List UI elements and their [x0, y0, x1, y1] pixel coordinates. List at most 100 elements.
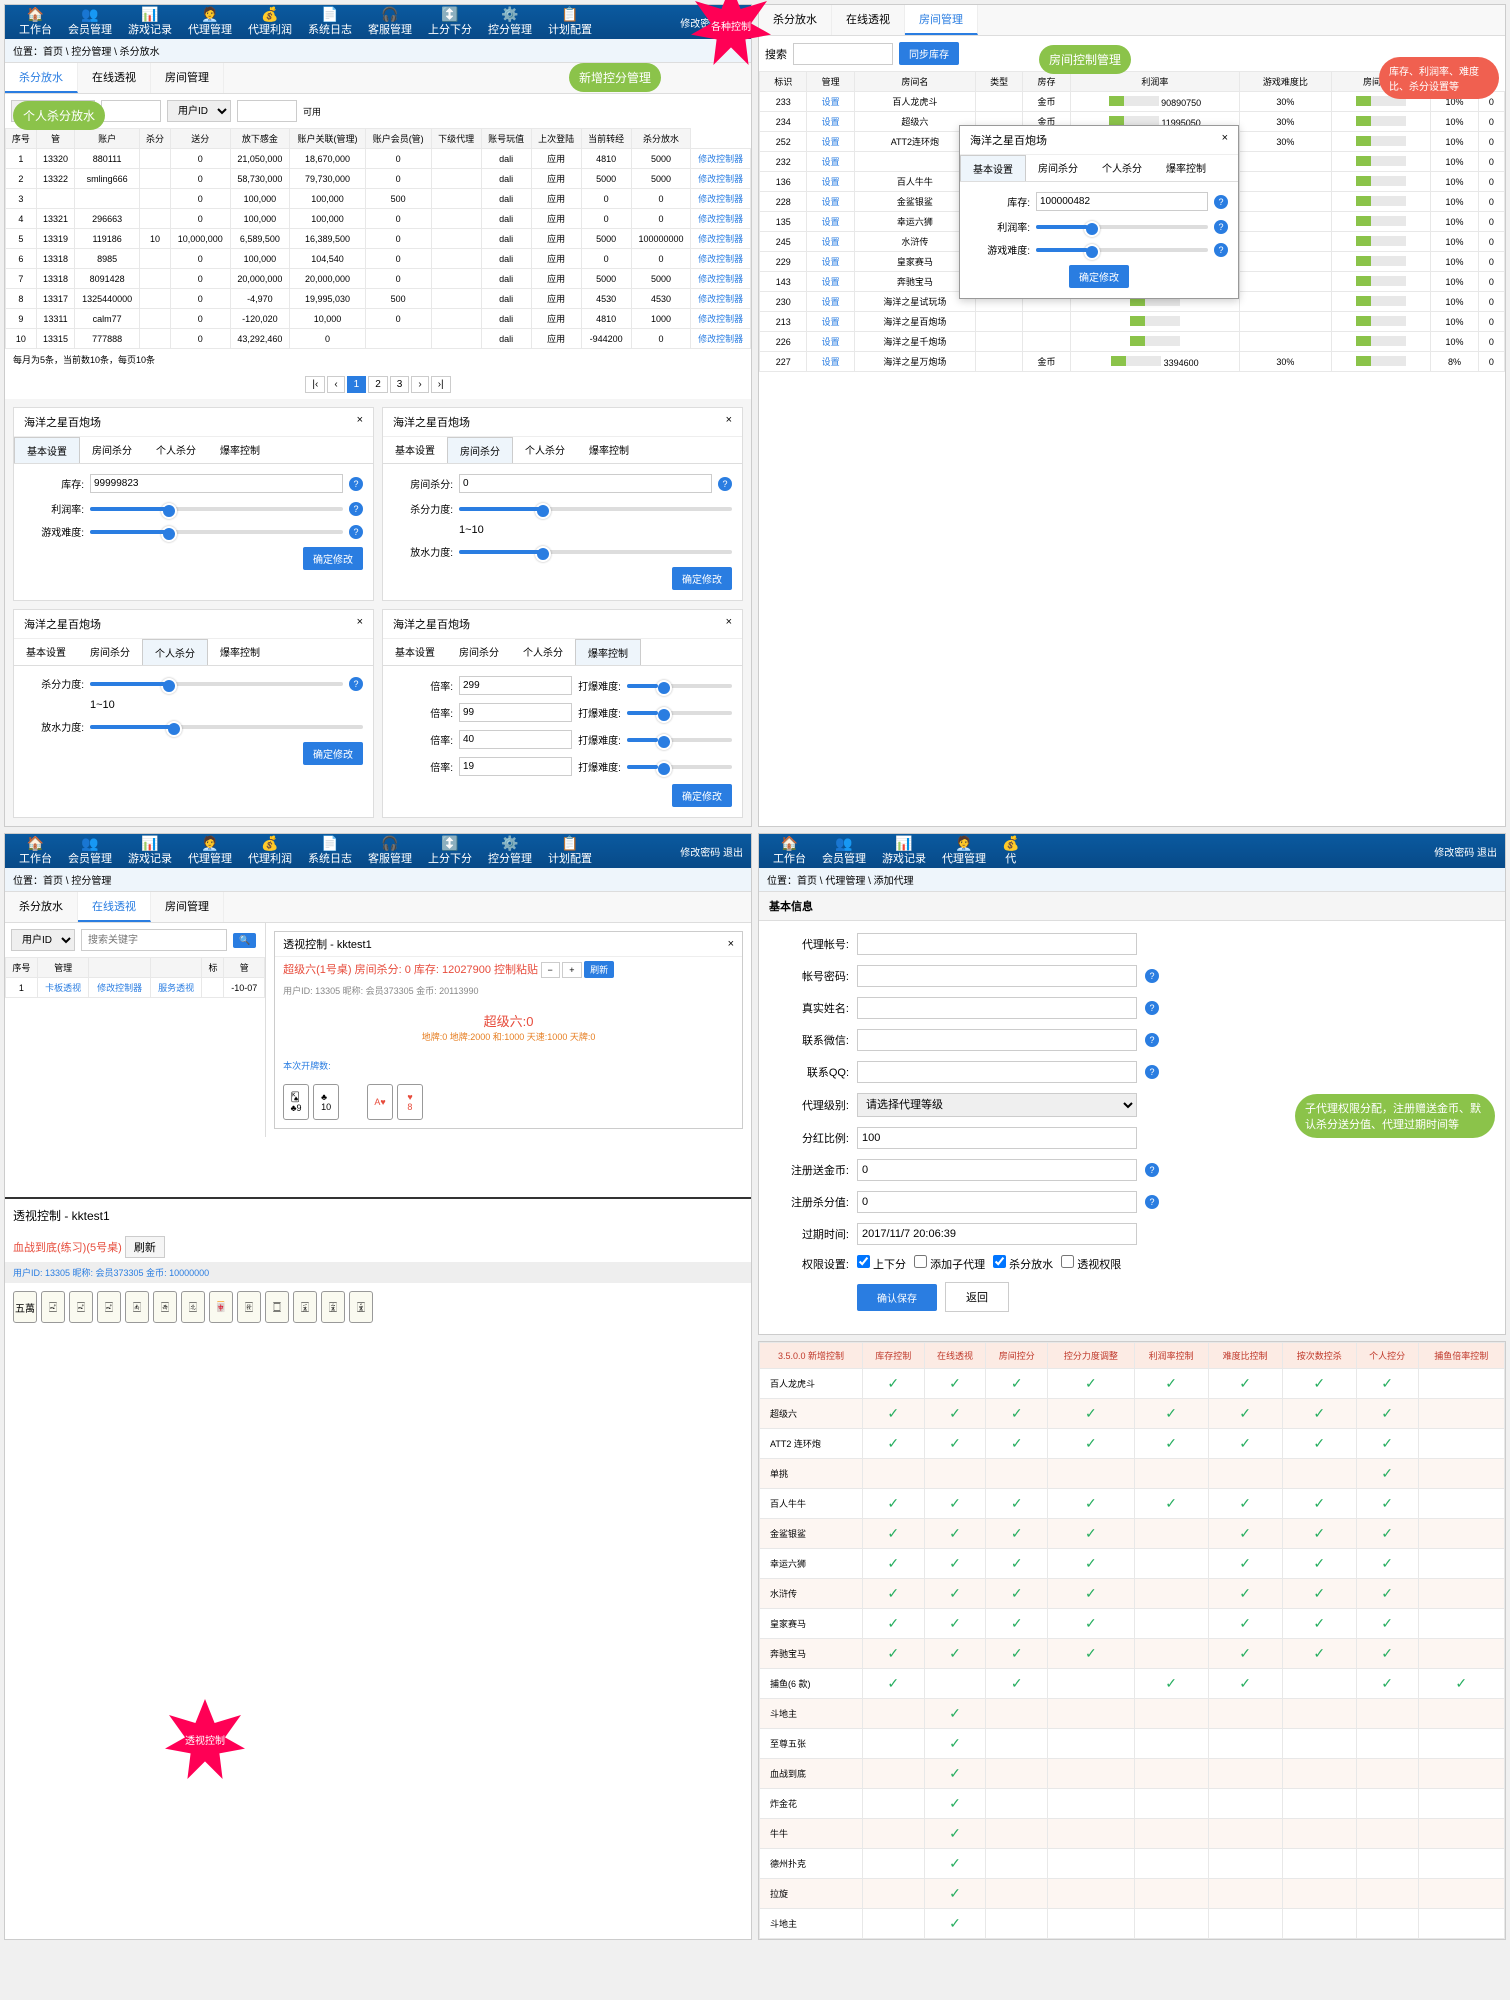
nav-item[interactable]: 📊游戏记录 — [876, 834, 932, 868]
config-link[interactable]: 设置 — [807, 132, 854, 152]
perm-check[interactable] — [1061, 1255, 1074, 1268]
nav-item[interactable]: 🏠工作台 — [767, 834, 812, 868]
help-icon[interactable]: ? — [1145, 969, 1159, 983]
bet-input[interactable] — [459, 757, 572, 776]
card-tab[interactable]: 房间杀分 — [80, 437, 144, 463]
nav-item[interactable]: 👥会员管理 — [816, 834, 872, 868]
refresh-button[interactable]: 刷新 — [125, 1236, 165, 1258]
help-icon[interactable]: ? — [718, 477, 732, 491]
profit-slider[interactable] — [1036, 225, 1208, 229]
tab[interactable]: 在线透视 — [78, 892, 151, 922]
user-select[interactable]: 用户ID — [11, 929, 75, 951]
perm-check[interactable] — [857, 1255, 870, 1268]
card-tab[interactable]: 基本设置 — [14, 437, 80, 463]
nav-item[interactable]: 🏠工作台 — [13, 834, 58, 868]
card-tab[interactable]: 个人杀分 — [144, 437, 208, 463]
nav-item[interactable]: 📊游戏记录 — [122, 5, 178, 39]
water-slider[interactable] — [459, 550, 732, 554]
nav-right[interactable]: 修改密码 退出 — [1434, 844, 1497, 859]
config-link[interactable]: 设置 — [807, 92, 854, 112]
save-button[interactable]: 确定修改 — [303, 742, 363, 765]
nav-item[interactable]: 📊游戏记录 — [122, 834, 178, 868]
config-link[interactable]: 设置 — [807, 312, 854, 332]
nav-item[interactable]: 🎧客服管理 — [362, 5, 418, 39]
nav-item[interactable]: 🧑‍💼代理管理 — [182, 5, 238, 39]
config-link[interactable]: 设置 — [807, 272, 854, 292]
profit-slider[interactable] — [90, 507, 343, 511]
refresh-button[interactable]: 刷新 — [584, 961, 614, 978]
level-select[interactable]: 请选择代理等级 — [857, 1093, 1137, 1117]
nav-item[interactable]: 📋计划配置 — [542, 834, 598, 868]
nav-item[interactable]: 👥会员管理 — [62, 834, 118, 868]
bet-input[interactable] — [459, 703, 572, 722]
card-tab[interactable]: 个人杀分 — [142, 639, 208, 665]
close-icon[interactable]: × — [1222, 132, 1228, 148]
agent-input[interactable] — [101, 100, 161, 122]
plus-button[interactable]: + — [562, 962, 581, 978]
help-icon[interactable]: ? — [1145, 1195, 1159, 1209]
nav-item[interactable]: 📄系统日志 — [302, 5, 358, 39]
help-icon[interactable]: ? — [1214, 220, 1228, 234]
nav-item[interactable]: 🧑‍💼代理管理 — [936, 834, 992, 868]
save-button[interactable]: 确定修改 — [303, 547, 363, 570]
back-button[interactable]: 返回 — [945, 1282, 1009, 1312]
expire-input[interactable] — [857, 1223, 1137, 1245]
diff-slider[interactable] — [627, 765, 732, 769]
card-tab[interactable]: 个人杀分 — [511, 639, 575, 665]
nav-item[interactable]: 💰代 — [996, 834, 1025, 868]
edit-link[interactable]: 修改控制器 — [691, 169, 751, 189]
tab[interactable]: 房间管理 — [151, 63, 224, 93]
card-tab[interactable]: 爆率控制 — [208, 639, 272, 665]
edit-link[interactable]: 修改控制器 — [691, 329, 751, 349]
config-link[interactable]: 设置 — [807, 352, 854, 372]
help-icon[interactable]: ? — [349, 477, 363, 491]
stock-input[interactable] — [1036, 192, 1208, 211]
nav-item[interactable]: 🎧客服管理 — [362, 834, 418, 868]
nav-right[interactable]: 修改密码 退出 — [680, 844, 743, 859]
config-link[interactable]: 设置 — [807, 172, 854, 192]
card-tab[interactable]: 爆率控制 — [577, 437, 641, 463]
diff-slider[interactable] — [90, 530, 343, 534]
diff-slider[interactable] — [627, 738, 732, 742]
config-link[interactable]: 设置 — [807, 292, 854, 312]
help-icon[interactable]: ? — [1145, 1065, 1159, 1079]
edit-link[interactable]: 修改控制器 — [691, 209, 751, 229]
close-icon[interactable]: × — [357, 616, 363, 632]
config-link[interactable]: 设置 — [807, 152, 854, 172]
card-tab[interactable]: 基本设置 — [960, 155, 1026, 181]
perm-check[interactable] — [914, 1255, 927, 1268]
close-icon[interactable]: × — [726, 414, 732, 430]
nav-item[interactable]: ↕️上分下分 — [422, 5, 478, 39]
nav-item[interactable]: 👥会员管理 — [62, 5, 118, 39]
diff-slider[interactable] — [1036, 248, 1208, 252]
kill-input[interactable] — [857, 1191, 1137, 1213]
save-button[interactable]: 确定修改 — [672, 567, 732, 590]
tab[interactable]: 杀分放水 — [5, 892, 78, 922]
minus-button[interactable]: − — [541, 962, 560, 978]
nav-item[interactable]: 🧑‍💼代理管理 — [182, 834, 238, 868]
help-icon[interactable]: ? — [1145, 1163, 1159, 1177]
card-tab[interactable]: 爆率控制 — [208, 437, 272, 463]
save-button[interactable]: 确认保存 — [857, 1284, 937, 1311]
kw-input[interactable] — [81, 929, 227, 951]
text-input[interactable] — [857, 1029, 1137, 1051]
tab[interactable]: 在线透视 — [78, 63, 151, 93]
stock-input[interactable] — [90, 474, 343, 493]
search-input[interactable] — [793, 43, 893, 65]
nav-item[interactable]: 💰代理利润 — [242, 5, 298, 39]
nav-item[interactable]: ⚙️控分管理 — [482, 5, 538, 39]
user-input[interactable] — [237, 100, 297, 122]
card-tab[interactable]: 房间杀分 — [447, 639, 511, 665]
cell[interactable]: 修改控制器 — [89, 978, 150, 998]
card-tab[interactable]: 基本设置 — [383, 437, 447, 463]
diff-slider[interactable] — [627, 684, 732, 688]
edit-link[interactable]: 修改控制器 — [691, 189, 751, 209]
bonus-input[interactable] — [857, 1159, 1137, 1181]
config-link[interactable]: 设置 — [807, 332, 854, 352]
water-slider[interactable] — [90, 725, 363, 729]
card-tab[interactable]: 个人杀分 — [1090, 155, 1154, 181]
close-icon[interactable]: × — [357, 414, 363, 430]
diff-slider[interactable] — [627, 711, 732, 715]
pager[interactable]: |‹‹123››| — [5, 370, 751, 399]
card-tab[interactable]: 个人杀分 — [513, 437, 577, 463]
